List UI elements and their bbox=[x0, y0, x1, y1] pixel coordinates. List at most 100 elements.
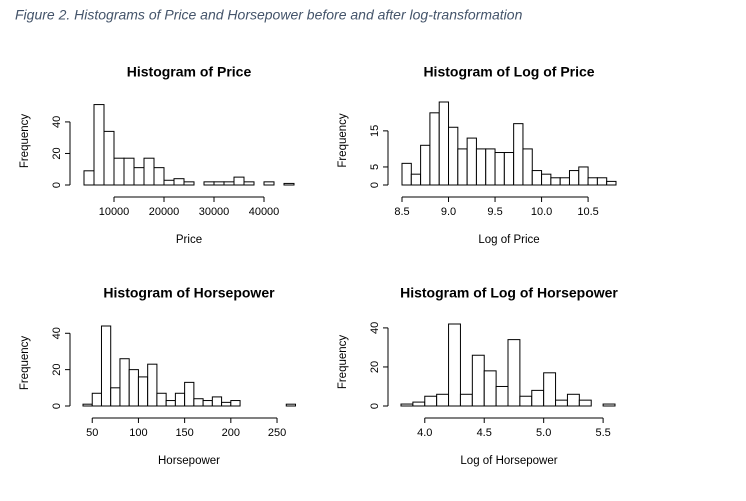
histogram-bar bbox=[459, 393, 473, 407]
y-tick-label: 0 bbox=[369, 403, 381, 409]
x-tick-label: 50 bbox=[86, 427, 98, 439]
histogram-bar bbox=[163, 179, 175, 186]
histogram-bar bbox=[93, 104, 105, 186]
histogram-bar bbox=[412, 401, 426, 407]
histogram-bar bbox=[230, 400, 241, 407]
histogram-bar bbox=[193, 398, 204, 407]
y-tick-label: 20 bbox=[51, 147, 63, 159]
histogram-bar bbox=[153, 167, 165, 186]
y-tick-label: 0 bbox=[51, 403, 63, 409]
histogram-bar bbox=[513, 123, 524, 186]
y-tick-label: 40 bbox=[369, 322, 381, 334]
histogram-bar bbox=[174, 392, 186, 407]
histogram-bar bbox=[448, 323, 461, 407]
histogram-bar bbox=[543, 372, 557, 407]
histogram-bar bbox=[471, 354, 485, 407]
histogram-bar bbox=[531, 389, 545, 407]
histogram-bar bbox=[410, 173, 422, 186]
y-tick-label: 40 bbox=[51, 116, 63, 128]
y-axis-label: Frequency bbox=[19, 114, 31, 169]
x-axis-label: Horsepower bbox=[158, 455, 220, 467]
histogram-bar bbox=[555, 399, 568, 407]
histogram-bar bbox=[424, 395, 438, 407]
histogram-bar bbox=[587, 177, 598, 186]
histogram-bar bbox=[522, 148, 533, 186]
histogram-bar bbox=[420, 144, 431, 186]
histogram-bar bbox=[566, 393, 580, 407]
histogram-bar bbox=[173, 178, 185, 186]
histogram-bar bbox=[156, 392, 167, 407]
histogram-bar bbox=[103, 130, 115, 186]
y-axis-label: Frequency bbox=[337, 335, 349, 390]
histogram-bar bbox=[466, 137, 477, 186]
x-tick-label: 5.5 bbox=[595, 427, 610, 439]
histogram-bar bbox=[100, 325, 112, 407]
histogram-bar bbox=[494, 152, 505, 186]
x-tick-label: 20000 bbox=[149, 206, 180, 218]
histogram-bar bbox=[203, 181, 215, 186]
histogram-bar bbox=[578, 399, 592, 407]
x-tick-label: 100 bbox=[129, 427, 147, 439]
histogram-bar bbox=[223, 181, 235, 186]
x-tick-label: 9.5 bbox=[487, 206, 502, 218]
histogram-bar bbox=[128, 369, 139, 407]
histogram-bar bbox=[91, 392, 102, 407]
x-tick-label: 150 bbox=[175, 427, 193, 439]
x-axis-label: Log of Horsepower bbox=[460, 455, 557, 467]
chart-title: Histogram of Price bbox=[127, 64, 252, 80]
x-tick-label: 10.0 bbox=[531, 206, 552, 218]
y-tick-label: 5 bbox=[369, 164, 381, 170]
histogram-bar bbox=[531, 170, 543, 186]
y-tick-label: 0 bbox=[51, 182, 63, 188]
histogram-bar bbox=[110, 387, 121, 407]
histogram-bar bbox=[596, 177, 608, 186]
histogram-bar bbox=[436, 393, 450, 407]
histogram-bar bbox=[400, 403, 414, 407]
figure-caption: Figure 2. Histograms of Price and Horsep… bbox=[15, 7, 523, 23]
histogram-bar bbox=[83, 170, 95, 186]
y-tick-label: 15 bbox=[369, 125, 381, 137]
histogram-bar bbox=[123, 157, 135, 186]
histogram-bar bbox=[519, 395, 533, 407]
histogram-bar bbox=[133, 167, 145, 186]
y-axis-label: Frequency bbox=[19, 336, 31, 391]
histogram-bar bbox=[485, 148, 496, 186]
histogram-bar bbox=[82, 403, 93, 407]
x-tick-label: 9.0 bbox=[441, 206, 456, 218]
histogram-bar bbox=[137, 376, 149, 407]
x-tick-label: 40000 bbox=[249, 206, 280, 218]
histogram-bar bbox=[448, 126, 459, 186]
histogram-bar bbox=[233, 176, 245, 186]
y-tick-label: 20 bbox=[51, 364, 63, 376]
histogram-bar bbox=[483, 370, 497, 407]
histogram-bar bbox=[457, 148, 468, 186]
histogram-bar bbox=[283, 182, 295, 186]
chart-title: Histogram of Log of Price bbox=[423, 64, 594, 80]
x-tick-label: 200 bbox=[222, 427, 240, 439]
x-tick-label: 4.5 bbox=[477, 427, 492, 439]
histogram-bar bbox=[429, 112, 440, 186]
chart-title: Histogram of Log of Horsepower bbox=[400, 285, 618, 301]
histogram-bar bbox=[606, 180, 617, 186]
histogram-bar bbox=[568, 170, 580, 186]
y-tick-label: 40 bbox=[51, 327, 63, 339]
histogram-bar bbox=[113, 157, 125, 186]
histogram-bar bbox=[221, 401, 232, 407]
x-axis-label: Price bbox=[176, 234, 202, 246]
histogram-bar bbox=[184, 381, 195, 407]
histogram-bar bbox=[147, 363, 158, 407]
histogram-bar bbox=[183, 181, 195, 186]
histogram-bar bbox=[578, 166, 589, 186]
histogram-bar bbox=[602, 403, 616, 407]
histogram-bar bbox=[211, 396, 223, 407]
x-tick-label: 10.5 bbox=[577, 206, 598, 218]
histogram-bar bbox=[438, 101, 450, 186]
x-axis-label: Log of Price bbox=[478, 234, 539, 246]
x-tick-label: 4.0 bbox=[417, 427, 432, 439]
y-axis-label: Frequency bbox=[337, 113, 349, 168]
histogram-bar bbox=[143, 157, 155, 186]
histogram-bar bbox=[475, 148, 487, 186]
y-tick-label: 20 bbox=[369, 361, 381, 373]
